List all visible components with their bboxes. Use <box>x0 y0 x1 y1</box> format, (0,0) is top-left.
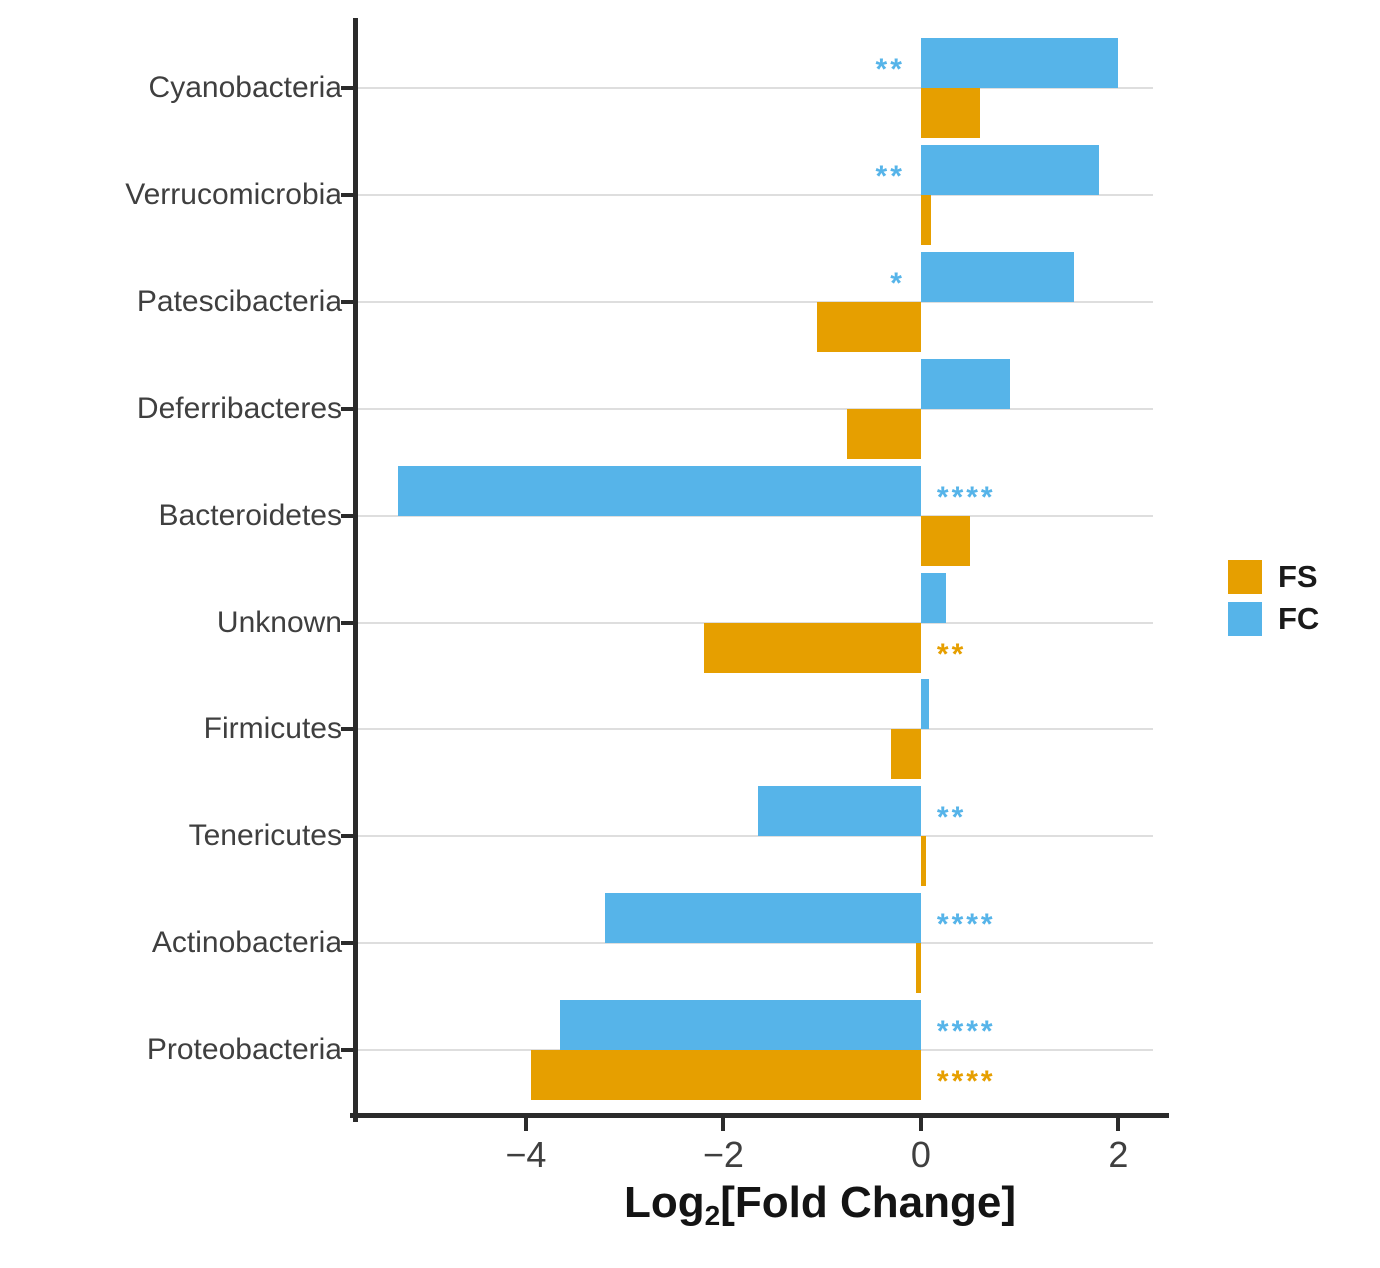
significance-stars-fc-bacteroidetes: **** <box>936 480 996 514</box>
bar-fs-firmicutes <box>891 729 921 780</box>
bar-fc-tenericutes <box>757 786 921 837</box>
significance-stars-fc-patescibacteria: * <box>890 266 905 300</box>
bar-fc-cyanobacteria <box>920 38 1119 88</box>
x-axis-tick <box>918 1118 923 1131</box>
gridline <box>358 87 1153 89</box>
y-axis-tick <box>341 406 355 411</box>
bar-fs-unknown <box>703 622 921 673</box>
x-axis-title-sub: 2 <box>704 1200 721 1231</box>
x-axis-title: Log2[Fold Change] <box>470 1178 1170 1232</box>
significance-stars-fc-proteobacteria: **** <box>936 1015 996 1049</box>
category-label: Firmicutes <box>203 712 342 746</box>
significance-stars-fc-cyanobacteria: ** <box>875 53 905 86</box>
category-label: Unknown <box>216 605 342 639</box>
x-axis-tick <box>721 1118 726 1131</box>
category-label: Verrucomicrobia <box>125 177 342 211</box>
y-axis-tick <box>341 620 355 625</box>
bar-fs-cyanobacteria <box>920 88 981 138</box>
significance-stars-fc-verrucomicrobia: ** <box>875 159 905 193</box>
bar-fc-patescibacteria <box>920 251 1074 302</box>
bar-fs-proteobacteria <box>530 1050 921 1101</box>
bar-fc-deferribacteres <box>920 358 1010 409</box>
legend-swatch-fs <box>1228 560 1262 594</box>
gridline <box>358 514 1153 517</box>
x-tick-label: −4 <box>505 1134 547 1175</box>
gridline <box>358 300 1153 303</box>
bar-fs-patescibacteria <box>817 301 921 352</box>
x-axis-title-pre: Log <box>624 1178 705 1227</box>
y-axis-tick <box>341 727 355 732</box>
legend-item-fs: FS <box>1228 560 1319 594</box>
x-axis-tick <box>523 1118 528 1131</box>
legend-label-fs: FS <box>1278 559 1318 594</box>
significance-stars-fs-unknown: ** <box>936 637 967 671</box>
bar-fc-proteobacteria <box>560 1000 921 1051</box>
gridline <box>358 942 1153 945</box>
gridline <box>358 728 1153 731</box>
bar-fs-bacteroidetes <box>920 515 971 566</box>
category-label: Proteobacteria <box>146 1033 342 1067</box>
y-axis-tick <box>341 192 355 197</box>
significance-stars-fc-tenericutes: ** <box>936 801 967 835</box>
x-axis-line <box>350 1113 1169 1118</box>
bar-fs-actinobacteria <box>915 943 921 994</box>
y-axis-line <box>353 18 358 1122</box>
legend-swatch-fc <box>1228 602 1262 636</box>
bar-fs-deferribacteres <box>846 408 921 459</box>
bar-fc-verrucomicrobia <box>920 144 1099 195</box>
gridline <box>358 193 1153 196</box>
bar-fs-tenericutes <box>920 836 926 887</box>
gridline <box>358 835 1153 838</box>
y-axis-tick <box>341 834 355 839</box>
bar-fc-actinobacteria <box>604 893 921 944</box>
category-label: Bacteroidetes <box>158 498 342 532</box>
bar-fc-bacteroidetes <box>397 465 921 516</box>
y-axis-tick <box>341 86 355 90</box>
bar-fc-firmicutes <box>920 679 929 730</box>
significance-stars-fs-proteobacteria: **** <box>936 1065 996 1099</box>
y-axis-tick <box>341 1048 355 1053</box>
category-label: Actinobacteria <box>151 926 342 960</box>
category-label: Deferribacteres <box>136 391 342 425</box>
legend-label-fc: FC <box>1278 601 1320 636</box>
x-tick-label: 2 <box>1108 1134 1129 1175</box>
x-axis-title-post: [Fold Change] <box>720 1178 1016 1227</box>
bar-fc-unknown <box>920 572 946 623</box>
category-label: Patescibacteria <box>136 284 342 318</box>
y-axis-tick <box>341 941 355 946</box>
x-axis-tick <box>1116 1118 1121 1131</box>
x-tick-label: −2 <box>702 1134 744 1175</box>
legend: FS FC <box>1228 560 1319 644</box>
gridline <box>358 407 1153 410</box>
significance-stars-fc-actinobacteria: **** <box>936 908 996 942</box>
category-label: Cyanobacteria <box>148 71 342 104</box>
legend-item-fc: FC <box>1228 602 1319 636</box>
y-axis-tick <box>341 299 355 304</box>
bar-fs-verrucomicrobia <box>920 194 931 245</box>
x-tick-label: 0 <box>910 1134 931 1175</box>
category-label: Tenericutes <box>188 819 342 853</box>
y-axis-tick <box>341 513 355 518</box>
